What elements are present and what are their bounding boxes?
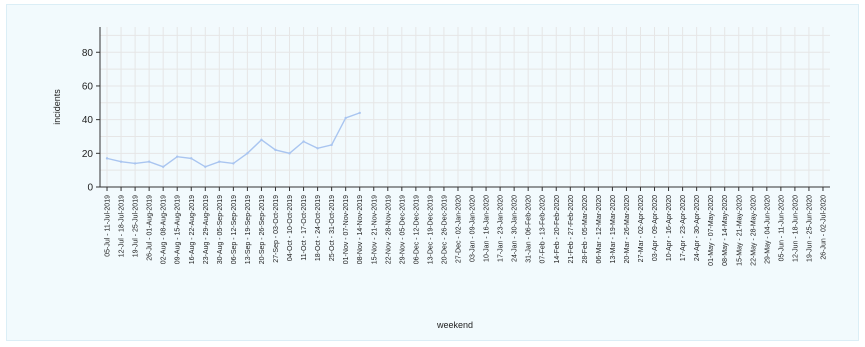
- data-point: [218, 160, 221, 163]
- x-tick-label: 17-Jan - 23-Jan-2020: [498, 195, 505, 262]
- x-tick-label: 20-Sep - 26-Sep-2019: [259, 195, 266, 264]
- data-point: [133, 162, 137, 165]
- data-point: [190, 157, 193, 160]
- data-point: [119, 160, 123, 163]
- x-tick-label: 19-Jul - 25-Jul-2019: [133, 195, 140, 257]
- x-tick-label: 16-Aug - 22-Aug-2019: [189, 195, 196, 264]
- x-tick-label: 10-Apr - 16-Apr-2020: [666, 195, 673, 261]
- x-tick-label: 26-Jun - 02-Jul-2020: [820, 195, 827, 260]
- x-axis-ticks: 05-Jul - 11-Jul-2019 12-Jul - 18-Jul-2019…: [105, 187, 827, 266]
- x-tick-label: 29-May - 04-Jun-2020: [764, 195, 771, 264]
- y-tick-label: 0: [87, 183, 93, 194]
- data-point: [316, 147, 319, 150]
- x-tick-label: 27-Sep - 03-Oct-2019: [273, 195, 280, 263]
- x-tick-label: 31-Jan - 06-Feb-2020: [526, 195, 533, 263]
- x-tick-label: 30-Aug - 05-Sep-2019: [217, 195, 224, 264]
- x-tick-label: 12-Jun - 18-Jun-2020: [792, 195, 799, 262]
- x-tick-label: 20-Mar - 26-Mar-2020: [624, 195, 631, 264]
- line-chart: 0 20 40 60 80 05-Jul - 11-Jul-2019 12-Jul - 1…: [52, 27, 830, 330]
- data-point: [260, 138, 263, 142]
- x-tick-label: 13-Dec - 19-Dec-2019: [427, 195, 434, 264]
- y-tick-label: 80: [82, 48, 94, 59]
- x-tick-label: 03-Apr - 09-Apr-2020: [652, 195, 659, 261]
- x-tick-label: 20-Dec - 26-Dec-2019: [441, 195, 448, 264]
- x-tick-label: 25-Oct - 31-Oct-2019: [329, 195, 336, 261]
- data-point: [302, 140, 305, 143]
- x-tick-label: 24-Apr - 30-Apr-2020: [694, 195, 701, 261]
- x-tick-label: 23-Aug - 29-Aug-2019: [203, 195, 210, 264]
- data-point: [246, 152, 249, 155]
- x-tick-label: 13-Sep - 19-Sep-2019: [245, 195, 252, 264]
- data-point: [358, 111, 361, 115]
- x-tick-label: 02-Aug - 08-Aug-2019: [161, 195, 168, 264]
- data-point: [288, 152, 291, 155]
- y-tick-label: 20: [82, 149, 94, 160]
- x-tick-label: 24-Jan - 30-Jan-2020: [512, 195, 519, 262]
- data-point: [274, 148, 277, 152]
- y-tick-label: 40: [82, 115, 94, 126]
- x-tick-label: 26-Jul - 01-Aug-2019: [147, 195, 154, 261]
- data-point: [204, 165, 207, 168]
- x-tick-label: 05-Jun - 11-Jun-2020: [778, 195, 785, 262]
- data-point: [147, 160, 151, 163]
- y-axis-ticks: 0 20 40 60 80: [82, 48, 100, 194]
- x-tick-label: 15-Nov - 21-Nov-2019: [371, 195, 378, 264]
- x-tick-label: 10-Jan - 16-Jan-2020: [484, 195, 491, 262]
- data-point: [176, 155, 179, 158]
- x-tick-label: 01-May - 07-May-2020: [708, 195, 715, 266]
- x-tick-label: 15-May - 21-May-2020: [736, 195, 743, 266]
- x-gridlines: [106, 27, 824, 187]
- x-tick-label: 27-Dec - 02-Jan-2020: [455, 195, 462, 263]
- x-tick-label: 18-Oct - 24-Oct-2019: [315, 195, 322, 261]
- y-gridlines: [100, 34, 830, 171]
- x-tick-label: 14-Feb - 20-Feb-2020: [554, 195, 561, 264]
- x-tick-label: 22-Nov - 28-Nov-2019: [385, 195, 392, 264]
- x-axis-title: weekend: [436, 320, 473, 330]
- x-tick-label: 27-Mar - 02-Apr-2020: [638, 195, 645, 262]
- x-tick-label: 12-Jul - 18-Jul-2019: [119, 195, 126, 257]
- y-axis-title: incidents: [52, 89, 62, 125]
- x-tick-label: 28-Feb - 05-Mar-2020: [582, 195, 589, 264]
- data-point: [232, 162, 235, 165]
- y-tick-label: 60: [82, 81, 94, 92]
- x-tick-label: 08-May - 14-May-2020: [722, 195, 729, 266]
- data-point: [105, 157, 109, 160]
- x-tick-label: 29-Nov - 05-Dec-2019: [399, 195, 406, 264]
- x-tick-label: 17-Apr - 23-Apr-2020: [680, 195, 687, 261]
- series-group: [105, 111, 361, 168]
- x-tick-label: 06-Sep - 12-Sep-2019: [231, 195, 238, 264]
- chart-frame: 0 20 40 60 80 05-Jul - 11-Jul-2019 12-Jul - 1…: [6, 4, 859, 341]
- data-point: [330, 143, 333, 147]
- x-tick-label: 09-Aug - 15-Aug-2019: [175, 195, 182, 264]
- x-tick-label: 05-Jul - 11-Jul-2019: [105, 195, 112, 257]
- x-tick-label: 08-Nov - 14-Nov-2019: [357, 195, 364, 264]
- x-tick-label: 06-Mar - 12-Mar-2020: [596, 195, 603, 264]
- data-point: [344, 116, 347, 120]
- data-point: [161, 165, 165, 168]
- x-tick-label: 04-Oct - 10-Oct-2019: [287, 195, 294, 261]
- axes: [99, 27, 830, 188]
- x-tick-label: 03-Jan - 09-Jan-2020: [470, 195, 477, 262]
- x-tick-label: 22-May - 28-May-2020: [750, 195, 757, 266]
- x-tick-label: 13-Mar - 19-Mar-2020: [610, 195, 617, 264]
- x-tick-label: 21-Feb - 27-Feb-2020: [568, 195, 575, 264]
- x-tick-label: 07-Feb - 13-Feb-2020: [540, 195, 547, 264]
- x-tick-label: 01-Nov - 07-Nov-2019: [343, 195, 350, 264]
- x-tick-label: 19-Jun - 25-Jun-2020: [806, 195, 813, 262]
- x-tick-label: 11-Oct - 17-Oct-2019: [301, 195, 308, 261]
- x-tick-label: 06-Dec - 12-Dec-2019: [413, 195, 420, 264]
